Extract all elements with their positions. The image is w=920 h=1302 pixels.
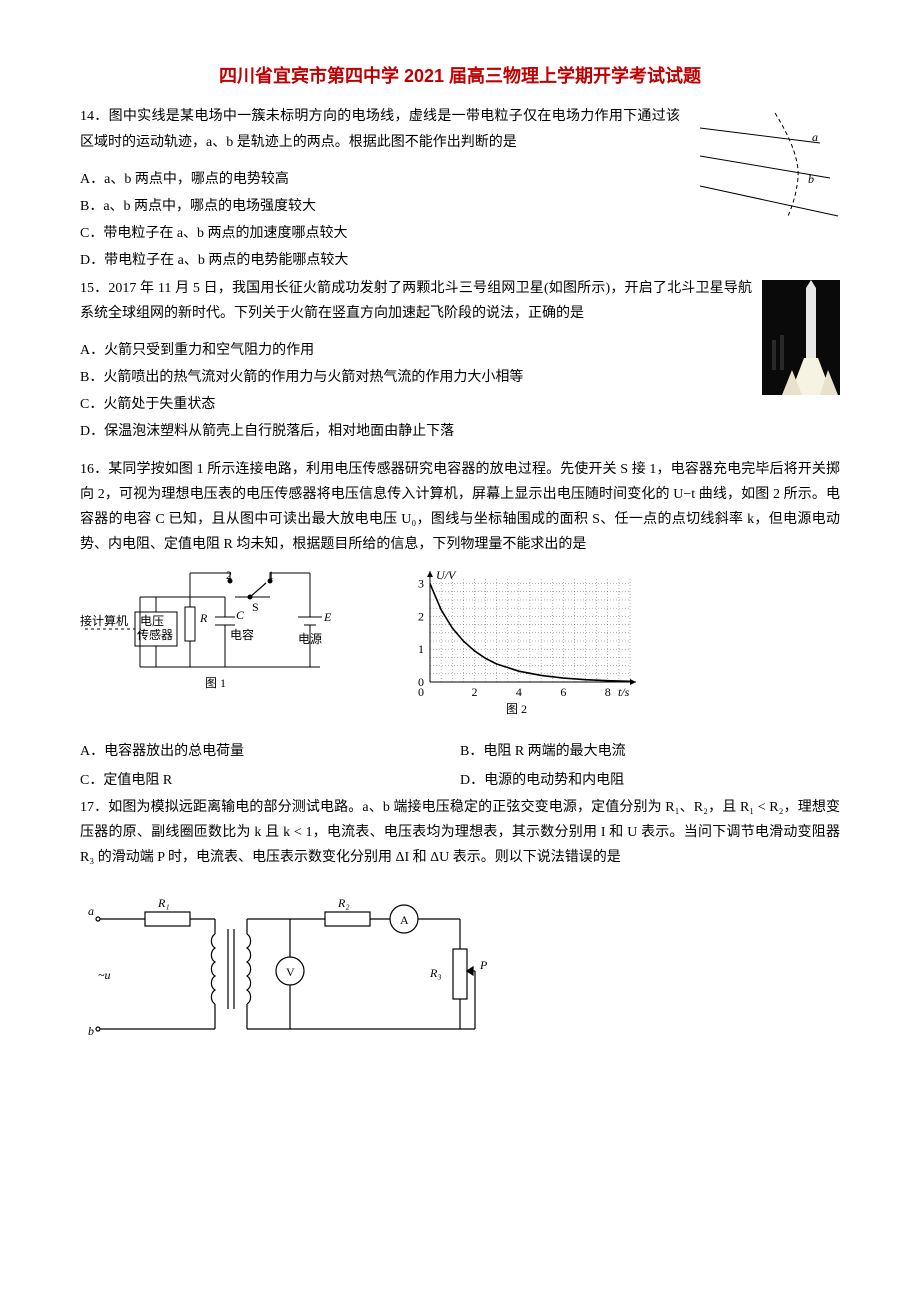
q16-figure1: 接计算机 电压 传感器 R 2 1 S C 电容 E 电源 图 1 xyxy=(80,567,360,726)
svg-text:6: 6 xyxy=(560,685,566,699)
q14-option-d: D．带电粒子在 a、b 两点的电势能哪点较大 xyxy=(80,248,840,273)
label-two: 2 xyxy=(226,568,232,582)
q15: 15．2017 年 11 月 5 日，我国用长征火箭成功发射了两颗北斗三号组网卫… xyxy=(80,276,840,447)
q15-figure xyxy=(762,280,840,404)
svg-text:4: 4 xyxy=(516,685,522,699)
svg-text:1: 1 xyxy=(418,643,424,657)
label-cap: 电容 xyxy=(230,627,254,642)
q15-option-b: B．火箭喷出的热气流对火箭的作用力与火箭对热气流的作用力大小相等 xyxy=(80,365,840,390)
label-sensor2: 传感器 xyxy=(137,627,173,642)
q16-option-b: B．电阻 R 两端的最大电流 xyxy=(460,739,840,764)
label-one: 1 xyxy=(268,568,274,582)
label-ammeter: A xyxy=(400,913,409,927)
label-b: b xyxy=(808,172,814,186)
svg-text:2: 2 xyxy=(471,685,477,699)
q17-stem: 17．如图为模拟远距离输电的部分测试电路。a、b 端接电压稳定的正弦交变电源，定… xyxy=(80,795,840,871)
label-src: 电源 xyxy=(298,632,322,646)
svg-text:图 2: 图 2 xyxy=(506,702,527,716)
label-computer: 接计算机 xyxy=(80,613,128,628)
label-s: S xyxy=(252,600,259,614)
q15-option-d: D．保温泡沫塑料从箭壳上自行脱落后，相对地面由静止下落 xyxy=(80,419,840,444)
label-b: b xyxy=(88,1024,94,1038)
q15-option-c: C．火箭处于失重状态 xyxy=(80,392,840,417)
label-c: C xyxy=(236,608,245,622)
q16-stem: 16．某同学按如图 1 所示连接电路，利用电压传感器研究电容器的放电过程。先使开… xyxy=(80,457,840,558)
svg-text:8: 8 xyxy=(605,685,611,699)
label-a: a xyxy=(88,904,94,918)
label-r3: R₃ xyxy=(429,966,442,980)
q17: 17．如图为模拟远距离输电的部分测试电路。a、b 端接电压稳定的正弦交变电源，定… xyxy=(80,795,840,1068)
q16-option-d: D．电源的电动势和内电阻 xyxy=(460,768,840,793)
q16-figure2: 012324680U/Vt/s图 2 xyxy=(400,567,640,726)
svg-text:2: 2 xyxy=(418,610,424,624)
q16-option-c: C．定值电阻 R xyxy=(80,768,460,793)
label-e: E xyxy=(323,610,332,624)
label-r1: R₁ xyxy=(157,896,170,910)
page-title: 四川省宜宾市第四中学 2021 届高三物理上学期开学考试试题 xyxy=(80,60,840,92)
fig1-caption: 图 1 xyxy=(205,676,226,690)
label-voltmeter: V xyxy=(286,965,295,979)
label-p: P xyxy=(479,958,488,972)
svg-text:U/V: U/V xyxy=(436,568,457,582)
q16-option-a: A．电容器放出的总电荷量 xyxy=(80,739,460,764)
q17-figure: a b ~u R₁ R₂ R₃ A V P xyxy=(80,879,840,1068)
label-u: ~u xyxy=(98,968,111,982)
svg-text:3: 3 xyxy=(418,577,424,591)
label-a: a xyxy=(812,130,818,144)
q15-stem: 15．2017 年 11 月 5 日，我国用长征火箭成功发射了两颗北斗三号组网卫… xyxy=(80,276,840,326)
label-r: R xyxy=(199,611,208,625)
svg-text:0: 0 xyxy=(418,685,424,699)
q14-figure: a b xyxy=(690,108,840,227)
q16: 16．某同学按如图 1 所示连接电路，利用电压传感器研究电容器的放电过程。先使开… xyxy=(80,457,840,795)
label-r2: R₂ xyxy=(337,896,350,910)
label-sensor1: 电压 xyxy=(140,614,164,628)
q14: a b 14．图中实线是某电场中一簇未标明方向的电场线，虚线是一带电粒子仅在电场… xyxy=(80,104,840,275)
q15-option-a: A．火箭只受到重力和空气阻力的作用 xyxy=(80,338,840,363)
svg-text:t/s: t/s xyxy=(618,685,630,699)
